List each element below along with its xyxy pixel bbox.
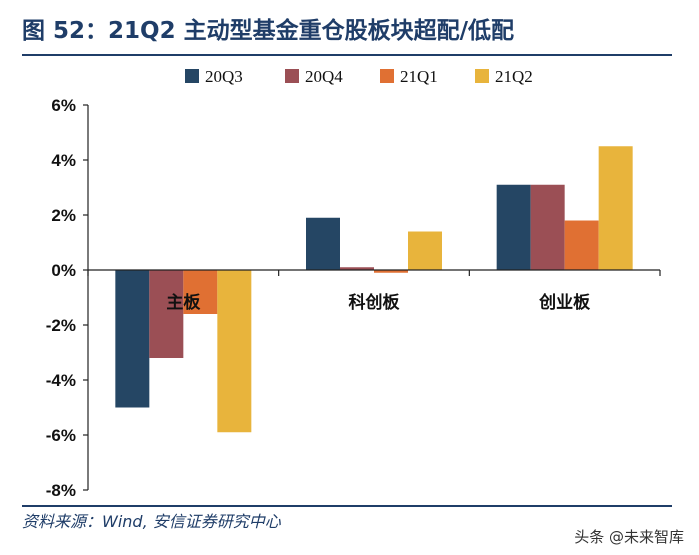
bars bbox=[115, 146, 633, 433]
bar-chart: 20Q3 20Q4 21Q1 21Q2 -8% -6% -4% -2% 0% 2% 4% 6% 主板… bbox=[46, 67, 661, 500]
bar-20Q4-0 bbox=[149, 270, 184, 358]
bar-20Q3-1 bbox=[306, 217, 340, 270]
legend-label: 20Q3 bbox=[205, 67, 243, 86]
chart-header: 图 52：21Q2 主动型基金重仓股板块超配/低配 bbox=[22, 16, 672, 56]
category-label: 创业板 bbox=[538, 292, 591, 313]
source-note: 资料来源：Wind, 安信证券研究中心 bbox=[22, 512, 281, 531]
footer-divider bbox=[22, 505, 672, 507]
legend-swatch-21Q2 bbox=[475, 69, 489, 83]
x-axis bbox=[87, 269, 661, 276]
bar-21Q1-0 bbox=[183, 270, 218, 314]
y-tick-label: -8% bbox=[46, 481, 76, 500]
legend-label: 21Q2 bbox=[495, 67, 533, 86]
bar-21Q1-2 bbox=[564, 220, 599, 270]
y-tick-label: -6% bbox=[46, 426, 76, 445]
category-label: 主板 bbox=[166, 292, 201, 313]
bar-20Q4-1 bbox=[340, 267, 374, 270]
y-tick-label: 4% bbox=[51, 151, 76, 170]
legend-label: 21Q1 bbox=[400, 67, 438, 86]
y-tick-label: 6% bbox=[51, 96, 76, 115]
bar-21Q2-0 bbox=[217, 270, 252, 433]
y-axis: -8% -6% -4% -2% 0% 2% 4% 6% bbox=[46, 96, 89, 500]
chart-title: 图 52：21Q2 主动型基金重仓股板块超配/低配 bbox=[22, 18, 514, 44]
category-label: 科创板 bbox=[349, 292, 401, 313]
chart-footer: 资料来源：Wind, 安信证券研究中心 头条 @未来智库 bbox=[22, 505, 692, 555]
y-tick-label: -4% bbox=[46, 371, 76, 390]
y-tick-label: 0% bbox=[51, 261, 76, 280]
watermark: 头条 @未来智库 bbox=[574, 528, 684, 546]
y-tick-label: 2% bbox=[51, 206, 76, 225]
bar-20Q3-2 bbox=[496, 184, 531, 270]
legend-swatch-20Q4 bbox=[285, 69, 299, 83]
bar-21Q2-2 bbox=[598, 146, 633, 270]
y-tick-label: -2% bbox=[46, 316, 76, 335]
bar-21Q1-1 bbox=[374, 270, 408, 273]
bar-20Q3-0 bbox=[115, 270, 150, 408]
legend-swatch-21Q1 bbox=[380, 69, 394, 83]
bar-20Q4-2 bbox=[530, 184, 565, 270]
header-divider bbox=[22, 54, 672, 56]
legend: 20Q3 20Q4 21Q1 21Q2 bbox=[185, 67, 533, 86]
bar-21Q2-1 bbox=[408, 231, 442, 270]
legend-label: 20Q4 bbox=[305, 67, 343, 86]
category-labels: 主板 科创板 创业板 bbox=[166, 292, 591, 313]
legend-swatch-20Q3 bbox=[185, 69, 199, 83]
